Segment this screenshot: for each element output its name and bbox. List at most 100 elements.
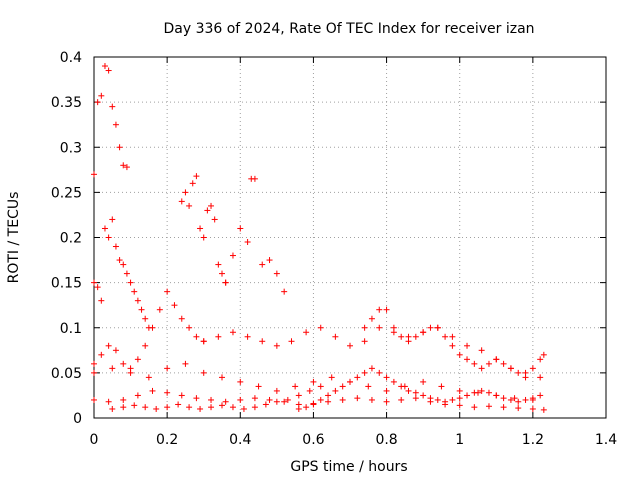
data-point-marker: [208, 202, 215, 209]
data-point-marker: [529, 395, 536, 402]
data-point-marker: [456, 351, 463, 358]
data-point-marker: [310, 378, 317, 385]
data-point-marker: [529, 365, 536, 372]
data-point-marker: [332, 387, 339, 394]
data-point-marker: [94, 99, 101, 106]
x-tick-label: 1: [455, 432, 464, 448]
data-point-marker: [219, 374, 225, 381]
data-point-marker: [420, 392, 427, 399]
y-tick-label: 0.25: [51, 185, 82, 201]
data-point-marker: [112, 121, 119, 128]
data-point-marker: [368, 396, 375, 403]
data-point-marker: [507, 365, 514, 372]
data-point-marker: [438, 383, 445, 390]
data-point-marker: [105, 67, 112, 74]
data-point-marker: [200, 369, 207, 376]
data-point-marker: [537, 374, 544, 381]
data-point-marker: [500, 360, 507, 367]
data-point-marker: [164, 365, 171, 372]
data-point-marker: [449, 396, 456, 403]
data-point-marker: [98, 297, 105, 304]
data-point-marker: [515, 369, 522, 376]
data-point-marker: [255, 383, 262, 390]
data-point-marker: [464, 392, 471, 399]
data-point-marker: [507, 396, 514, 403]
data-point-marker: [240, 405, 247, 412]
data-point-marker: [427, 395, 434, 402]
data-point-marker: [200, 338, 207, 345]
data-point-marker: [266, 257, 273, 264]
data-point-marker: [361, 369, 368, 376]
data-point-marker: [105, 398, 112, 405]
data-point-marker: [178, 315, 185, 322]
data-point-marker: [471, 404, 478, 411]
data-points: [91, 63, 547, 413]
data-point-marker: [376, 369, 383, 376]
data-point-marker: [251, 395, 258, 402]
data-point-marker: [219, 270, 225, 277]
data-point-marker: [164, 288, 171, 295]
data-point-marker: [281, 398, 288, 405]
data-point-marker: [112, 347, 119, 354]
data-point-marker: [131, 288, 138, 295]
data-point-marker: [281, 288, 288, 295]
data-point-marker: [149, 387, 156, 394]
data-point-marker: [222, 398, 229, 405]
data-point-marker: [109, 103, 116, 110]
y-tick-label: 0.1: [60, 321, 82, 337]
data-point-marker: [120, 261, 127, 268]
data-point-marker: [101, 225, 108, 232]
data-point-marker: [134, 297, 141, 304]
data-point-marker: [112, 243, 119, 250]
data-point-marker: [434, 396, 441, 403]
data-point-marker: [456, 387, 463, 394]
data-point-marker: [515, 398, 522, 405]
data-point-marker: [211, 216, 218, 223]
data-point-marker: [383, 374, 390, 381]
data-point-marker: [485, 389, 492, 396]
data-point-marker: [208, 396, 215, 403]
data-point-marker: [339, 383, 346, 390]
grid-lines: [94, 57, 606, 418]
data-point-marker: [116, 144, 123, 151]
data-point-marker: [219, 402, 225, 409]
data-point-marker: [204, 207, 211, 214]
data-point-marker: [98, 92, 105, 99]
data-point-marker: [215, 261, 222, 268]
data-point-marker: [197, 405, 204, 412]
data-point-marker: [193, 333, 200, 340]
data-point-marker: [134, 356, 141, 363]
y-tick-label: 0.35: [51, 95, 82, 111]
data-point-marker: [500, 395, 507, 402]
data-point-marker: [91, 396, 97, 403]
data-point-marker: [420, 329, 427, 336]
data-point-marker: [123, 164, 130, 171]
data-point-marker: [368, 365, 375, 372]
data-point-marker: [317, 383, 324, 390]
data-point-marker: [215, 333, 222, 340]
data-point-marker: [412, 395, 419, 402]
data-point-marker: [182, 360, 189, 367]
data-point-marker: [303, 404, 310, 411]
data-point-marker: [259, 261, 266, 268]
data-point-marker: [105, 342, 112, 349]
data-point-marker: [292, 383, 299, 390]
data-point-marker: [266, 396, 273, 403]
data-point-marker: [471, 360, 478, 367]
data-point-marker: [383, 398, 390, 405]
data-point-marker: [317, 396, 324, 403]
data-point-marker: [164, 404, 171, 411]
data-point-marker: [537, 356, 544, 363]
data-point-marker: [262, 401, 269, 408]
y-tick-label: 0.15: [51, 276, 82, 292]
data-point-marker: [98, 351, 105, 358]
data-point-marker: [178, 392, 185, 399]
data-point-marker: [515, 405, 522, 412]
data-point-marker: [120, 360, 127, 367]
data-point-marker: [420, 378, 427, 385]
data-point-marker: [368, 315, 375, 322]
data-point-marker: [412, 389, 419, 396]
data-point-marker: [383, 306, 390, 313]
data-point-marker: [229, 404, 236, 411]
data-point-marker: [354, 374, 361, 381]
